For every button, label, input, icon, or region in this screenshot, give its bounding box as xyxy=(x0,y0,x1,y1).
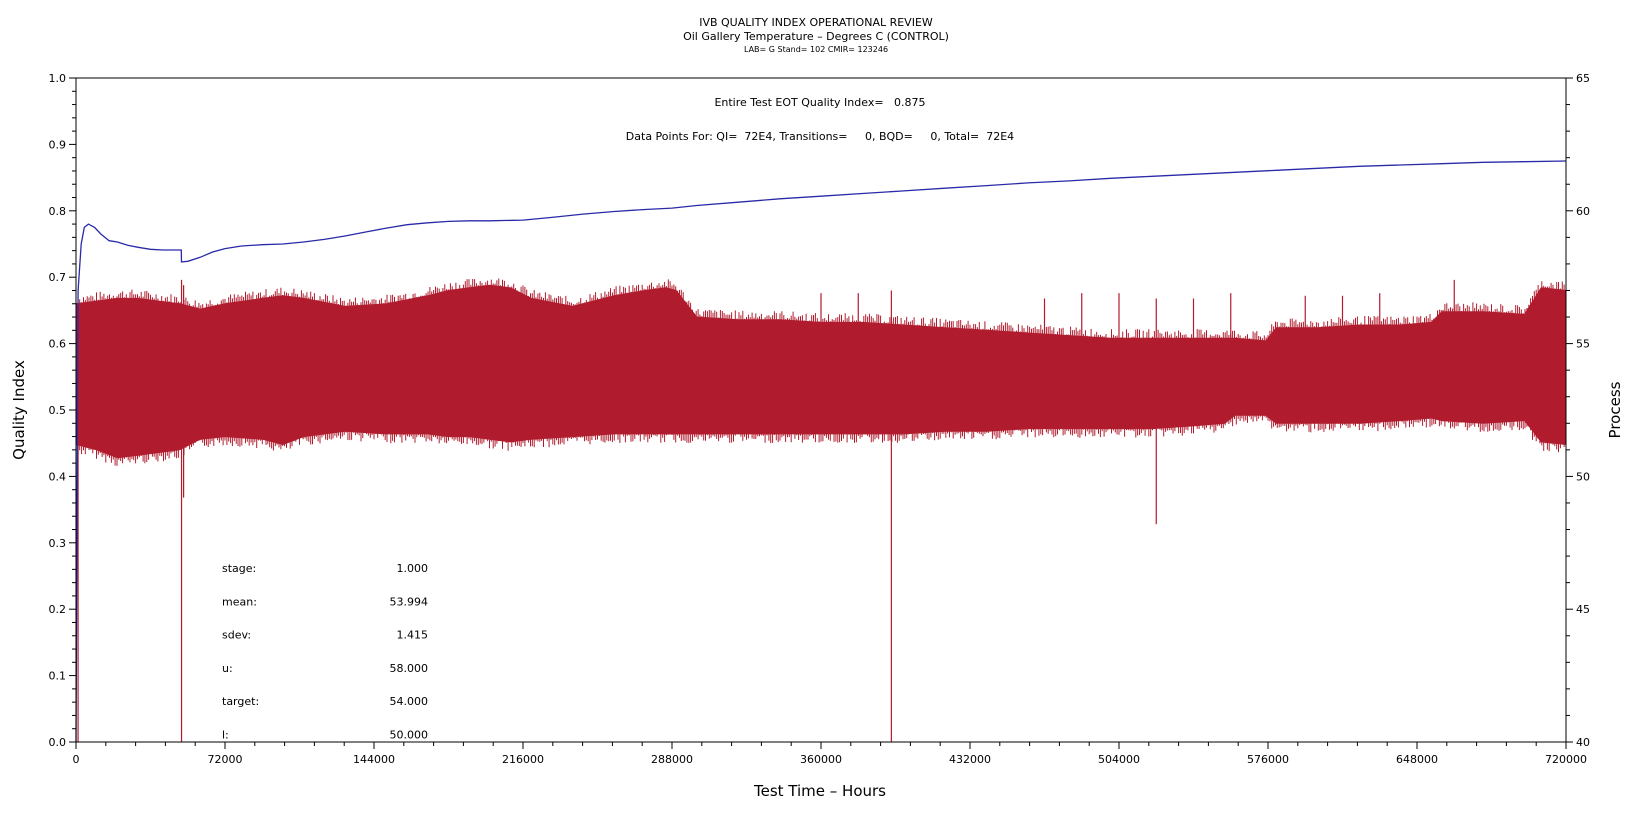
x-tick-label: 360000 xyxy=(800,753,842,766)
x-tick-label: 504000 xyxy=(1098,753,1140,766)
stats-block: stage: 1.000 mean: 53.994 sdev: 1.415 u: 58.000… xyxy=(222,562,428,742)
y-tick-label: 0.0 xyxy=(49,736,67,749)
stat-value: 54.000 xyxy=(390,695,429,708)
stat-label: stage: xyxy=(222,562,256,575)
x-axis: 0 72000 144000 216000 288000 360000 432000 5040… xyxy=(73,742,1587,766)
x-tick-label: 648000 xyxy=(1396,753,1438,766)
y-tick-label: 0.6 xyxy=(49,338,67,351)
y-tick-label: 0.2 xyxy=(49,603,67,616)
y2-tick-label: 60 xyxy=(1576,205,1590,218)
x-tick-label: 144000 xyxy=(353,753,395,766)
y2-tick-label: 65 xyxy=(1576,72,1590,85)
y-tick-label: 0.4 xyxy=(49,470,67,483)
x-axis-label: Test Time – Hours xyxy=(753,782,886,800)
y-tick-label: 1.0 xyxy=(49,72,67,85)
y2-tick-label: 55 xyxy=(1576,338,1590,351)
data-points-note: Data Points For: QI= 72E4, Transitions= … xyxy=(626,130,1014,143)
chart-title: IVB QUALITY INDEX OPERATIONAL REVIEW xyxy=(699,16,933,29)
stat-label: target: xyxy=(222,695,259,708)
x-tick-label: 216000 xyxy=(502,753,544,766)
y-tick-label: 0.7 xyxy=(49,271,67,284)
y-tick-label: 0.5 xyxy=(49,404,67,417)
stat-value: 53.994 xyxy=(390,595,429,608)
y2-tick-label: 40 xyxy=(1576,736,1590,749)
y-tick-label: 0.3 xyxy=(49,537,67,550)
y2-tick-label: 45 xyxy=(1576,603,1590,616)
y-tick-label: 0.1 xyxy=(49,670,67,683)
y2-axis-label: Process xyxy=(1606,381,1624,438)
eot-quality-index-note: Entire Test EOT Quality Index= 0.875 xyxy=(714,96,925,109)
stat-label: l: xyxy=(222,729,229,742)
process-series xyxy=(75,278,1567,742)
y-axis-right: 40 45 50 55 60 65 xyxy=(1566,72,1590,749)
quality-index-line xyxy=(75,160,1567,743)
stat-value: 58.000 xyxy=(390,662,429,675)
x-tick-label: 720000 xyxy=(1545,753,1587,766)
stat-value: 50.000 xyxy=(390,729,429,742)
chart-lab-info: LAB= G Stand= 102 CMIR= 123246 xyxy=(744,45,888,54)
x-tick-label: 576000 xyxy=(1247,753,1289,766)
y-axis-label: Quality Index xyxy=(10,360,28,460)
chart-subtitle: Oil Gallery Temperature – Degrees C (CON… xyxy=(683,30,949,43)
x-tick-label: 288000 xyxy=(651,753,693,766)
quality-index-series xyxy=(75,160,1567,743)
stat-value: 1.415 xyxy=(397,629,429,642)
y-tick-label: 0.9 xyxy=(49,138,67,151)
x-tick-label: 0 xyxy=(73,753,80,766)
y-tick-label: 0.8 xyxy=(49,205,67,218)
y2-tick-label: 50 xyxy=(1576,470,1590,483)
stat-label: mean: xyxy=(222,595,257,608)
x-tick-label: 72000 xyxy=(208,753,243,766)
stat-label: u: xyxy=(222,662,233,675)
x-tick-label: 432000 xyxy=(949,753,991,766)
stat-value: 1.000 xyxy=(397,562,429,575)
stat-label: sdev: xyxy=(222,629,251,642)
y-axis-left: 0.0 0.1 0.2 0.3 0.4 0.5 0.6 0.7 0.8 0.9 1.0 xyxy=(49,72,76,749)
